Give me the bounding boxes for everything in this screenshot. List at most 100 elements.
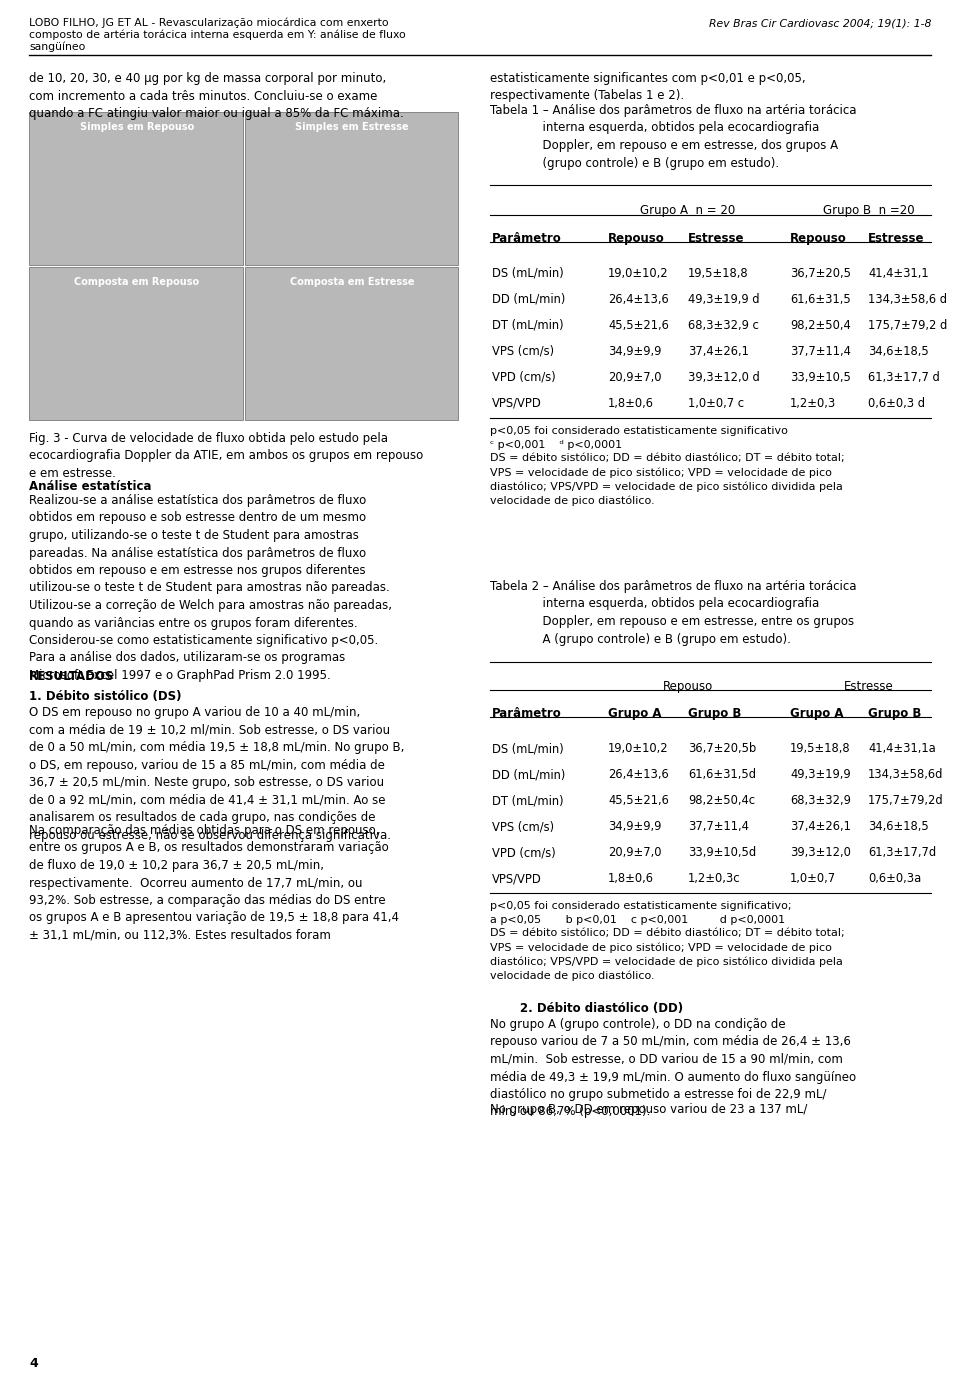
Text: 20,9±7,0: 20,9±7,0: [608, 845, 661, 859]
Text: No grupo B, o DD em repouso variou de 23 a 137 mL/: No grupo B, o DD em repouso variou de 23…: [490, 1103, 807, 1116]
Text: 1,8±0,6: 1,8±0,6: [608, 872, 654, 886]
Text: 1,2±0,3: 1,2±0,3: [790, 396, 836, 410]
Text: 41,4±31,1: 41,4±31,1: [868, 267, 928, 280]
Text: Rev Bras Cir Cardiovasc 2004; 19(1): 1-8: Rev Bras Cir Cardiovasc 2004; 19(1): 1-8: [708, 18, 931, 28]
Text: p<0,05 foi considerado estatisticamente significativo;
a p<0,05       b p<0,01  : p<0,05 foi considerado estatisticamente …: [490, 901, 845, 981]
Text: RESULTADOS: RESULTADOS: [29, 669, 114, 683]
Text: VPS (cm/s): VPS (cm/s): [492, 345, 554, 358]
Text: 37,7±11,4: 37,7±11,4: [790, 345, 851, 358]
Text: Na comparação das médias obtidas para o DS em repouso,
entre os grupos A e B, os: Na comparação das médias obtidas para o …: [29, 825, 399, 942]
Text: Simples em Estresse: Simples em Estresse: [296, 122, 409, 132]
Text: 61,3±17,7 d: 61,3±17,7 d: [868, 371, 940, 384]
Text: 37,7±11,4: 37,7±11,4: [688, 821, 749, 833]
Text: O DS em repouso no grupo A variou de 10 a 40 mL/min,
com a média de 19 ± 10,2 ml: O DS em repouso no grupo A variou de 10 …: [29, 705, 404, 841]
Text: 45,5±21,6: 45,5±21,6: [608, 319, 669, 333]
Bar: [29, 112, 243, 265]
Text: 26,4±13,6: 26,4±13,6: [608, 768, 669, 780]
Text: 45,5±21,6: 45,5±21,6: [608, 794, 669, 807]
Text: 19,0±10,2: 19,0±10,2: [608, 742, 668, 755]
Text: 68,3±32,9 c: 68,3±32,9 c: [688, 319, 758, 333]
Text: Parâmetro: Parâmetro: [492, 231, 562, 245]
Text: 68,3±32,9: 68,3±32,9: [790, 794, 851, 807]
Text: 134,3±58,6d: 134,3±58,6d: [868, 768, 944, 780]
Text: de 10, 20, 30, e 40 μg por kg de massa corporal por minuto,
com incremento a cad: de 10, 20, 30, e 40 μg por kg de massa c…: [29, 72, 404, 121]
Text: DS (mL/min): DS (mL/min): [492, 267, 564, 280]
Text: Estresse: Estresse: [868, 231, 924, 245]
Text: 34,6±18,5: 34,6±18,5: [868, 821, 928, 833]
Text: 175,7±79,2 d: 175,7±79,2 d: [868, 319, 948, 333]
Text: VPS/VPD: VPS/VPD: [492, 396, 541, 410]
Text: 61,3±17,7d: 61,3±17,7d: [868, 845, 936, 859]
Text: 61,6±31,5d: 61,6±31,5d: [688, 768, 756, 780]
Text: 34,9±9,9: 34,9±9,9: [608, 345, 661, 358]
Text: Estresse: Estresse: [844, 681, 894, 693]
Text: Repouso: Repouso: [790, 231, 847, 245]
Text: Grupo A: Grupo A: [790, 707, 844, 719]
Text: 33,9±10,5d: 33,9±10,5d: [688, 845, 756, 859]
Text: sangüíneo: sangüíneo: [29, 42, 85, 53]
Text: 49,3±19,9 d: 49,3±19,9 d: [688, 292, 759, 306]
Bar: [245, 112, 458, 265]
Text: 0,6±0,3a: 0,6±0,3a: [868, 872, 922, 886]
Text: VPS (cm/s): VPS (cm/s): [492, 821, 554, 833]
Text: 36,7±20,5: 36,7±20,5: [790, 267, 851, 280]
Text: 1,0±0,7: 1,0±0,7: [790, 872, 836, 886]
Text: 39,3±12,0 d: 39,3±12,0 d: [688, 371, 759, 384]
Text: 39,3±12,0: 39,3±12,0: [790, 845, 851, 859]
Text: 36,7±20,5b: 36,7±20,5b: [688, 742, 756, 755]
Text: Grupo A: Grupo A: [608, 707, 661, 719]
Text: VPD (cm/s): VPD (cm/s): [492, 845, 556, 859]
Text: DT (mL/min): DT (mL/min): [492, 794, 564, 807]
Text: Grupo A  n = 20: Grupo A n = 20: [640, 204, 735, 218]
Text: composto de artéria torácica interna esquerda em Y: análise de fluxo: composto de artéria torácica interna esq…: [29, 30, 406, 40]
Text: Composta em Estresse: Composta em Estresse: [290, 277, 415, 287]
Text: 26,4±13,6: 26,4±13,6: [608, 292, 669, 306]
Text: 20,9±7,0: 20,9±7,0: [608, 371, 661, 384]
Text: 0,6±0,3 d: 0,6±0,3 d: [868, 396, 925, 410]
Text: Grupo B: Grupo B: [868, 707, 922, 719]
Text: 37,4±26,1: 37,4±26,1: [790, 821, 851, 833]
Text: LOBO FILHO, JG ET AL - Revascularização miocárdica com enxerto: LOBO FILHO, JG ET AL - Revascularização …: [29, 18, 389, 29]
Text: 134,3±58,6 d: 134,3±58,6 d: [868, 292, 947, 306]
Text: 1,8±0,6: 1,8±0,6: [608, 396, 654, 410]
Text: Fig. 3 - Curva de velocidade de fluxo obtida pelo estudo pela
ecocardiografia Do: Fig. 3 - Curva de velocidade de fluxo ob…: [29, 432, 423, 480]
Text: DS (mL/min): DS (mL/min): [492, 742, 564, 755]
Text: Análise estatística: Análise estatística: [29, 480, 152, 493]
Text: 1,0±0,7 c: 1,0±0,7 c: [688, 396, 744, 410]
Text: VPS/VPD: VPS/VPD: [492, 872, 541, 886]
Text: Simples em Repouso: Simples em Repouso: [80, 122, 194, 132]
Text: DD (mL/min): DD (mL/min): [492, 768, 565, 780]
Text: Parâmetro: Parâmetro: [492, 707, 562, 719]
Text: 175,7±79,2d: 175,7±79,2d: [868, 794, 944, 807]
Text: Composta em Repouso: Composta em Repouso: [74, 277, 200, 287]
Bar: [29, 267, 243, 420]
Text: 19,5±18,8: 19,5±18,8: [688, 267, 749, 280]
Text: 98,2±50,4: 98,2±50,4: [790, 319, 851, 333]
Text: Grupo B: Grupo B: [688, 707, 741, 719]
Text: Grupo B  n =20: Grupo B n =20: [823, 204, 915, 218]
Text: 1,2±0,3c: 1,2±0,3c: [688, 872, 740, 886]
Text: DD (mL/min): DD (mL/min): [492, 292, 565, 306]
Text: Estresse: Estresse: [688, 231, 745, 245]
Text: Tabela 2 – Análise dos parâmetros de fluxo na artéria torácica
              int: Tabela 2 – Análise dos parâmetros de flu…: [490, 579, 856, 646]
Text: No grupo A (grupo controle), o DD na condição de
repouso variou de 7 a 50 mL/min: No grupo A (grupo controle), o DD na con…: [490, 1017, 856, 1119]
Text: 1. Débito sistólico (DS): 1. Débito sistólico (DS): [29, 690, 181, 703]
Text: DT (mL/min): DT (mL/min): [492, 319, 564, 333]
Text: 41,4±31,1a: 41,4±31,1a: [868, 742, 936, 755]
Text: Tabela 1 – Análise dos parâmetros de fluxo na artéria torácica
              int: Tabela 1 – Análise dos parâmetros de flu…: [490, 104, 856, 169]
Text: p<0,05 foi considerado estatisticamente significativo
ᶜ p<0,001    ᵈ p<0,0001
DS: p<0,05 foi considerado estatisticamente …: [490, 426, 845, 506]
Text: 34,6±18,5: 34,6±18,5: [868, 345, 928, 358]
Text: 34,9±9,9: 34,9±9,9: [608, 821, 661, 833]
Bar: [245, 267, 458, 420]
Text: Repouso: Repouso: [662, 681, 713, 693]
Text: 19,0±10,2: 19,0±10,2: [608, 267, 668, 280]
Text: 98,2±50,4c: 98,2±50,4c: [688, 794, 756, 807]
Text: 37,4±26,1: 37,4±26,1: [688, 345, 749, 358]
Text: 61,6±31,5: 61,6±31,5: [790, 292, 851, 306]
Text: Realizou-se a análise estatística dos parâmetros de fluxo
obtidos em repouso e s: Realizou-se a análise estatística dos pa…: [29, 493, 392, 682]
Text: 49,3±19,9: 49,3±19,9: [790, 768, 851, 780]
Text: estatisticamente significantes com p<0,01 e p<0,05,
respectivamente (Tabelas 1 e: estatisticamente significantes com p<0,0…: [490, 72, 805, 103]
Text: 33,9±10,5: 33,9±10,5: [790, 371, 851, 384]
Text: 19,5±18,8: 19,5±18,8: [790, 742, 851, 755]
Text: Repouso: Repouso: [608, 231, 664, 245]
